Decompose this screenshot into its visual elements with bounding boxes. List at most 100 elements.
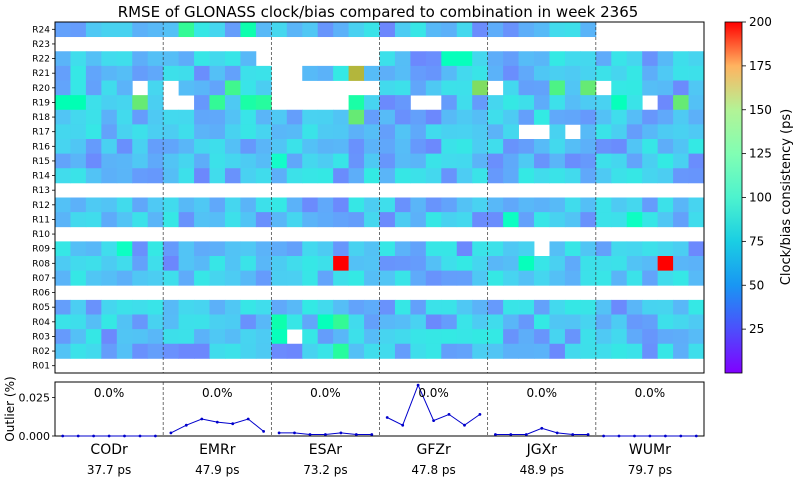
heatmap-cell [564, 95, 581, 111]
outlier-point [169, 431, 173, 435]
heatmap-cell [70, 124, 87, 140]
satellite-label: R01 [32, 362, 50, 372]
heatmap-cell [688, 343, 705, 359]
heatmap-cell [425, 51, 442, 67]
heatmap-cell [673, 212, 689, 228]
satellite-label: R08 [32, 259, 50, 269]
colorbar-tick-label: 175 [749, 59, 772, 73]
heatmap-cell [394, 139, 411, 155]
heatmap-cell [580, 197, 597, 213]
heatmap-cell [549, 270, 566, 286]
heatmap-cell [487, 22, 504, 38]
heatmap-cell [209, 241, 226, 257]
heatmap-cell [410, 212, 427, 228]
heatmap-cell [271, 256, 288, 272]
heatmap-cell [209, 212, 226, 228]
heatmap-cell [503, 168, 519, 184]
heatmap-cell [425, 22, 442, 38]
heatmap-cell [333, 299, 349, 315]
heatmap-cell [255, 270, 272, 286]
heatmap-cell [240, 168, 257, 184]
heatmap-cell [394, 329, 411, 345]
heatmap-cell [534, 95, 550, 111]
heatmap-cell [394, 314, 411, 330]
heatmap-cell [657, 256, 674, 272]
heatmap-cell [379, 168, 396, 184]
heatmap-cell [178, 124, 195, 140]
heatmap-cell [101, 343, 118, 359]
heatmap-cell [487, 139, 504, 155]
heatmap-cell [534, 256, 550, 272]
heatmap-cell [240, 241, 257, 257]
heatmap-cell [595, 65, 612, 81]
heatmap-cell [194, 270, 210, 286]
center-dividers [162, 22, 597, 373]
outlier-point [617, 434, 621, 438]
heatmap-cell [333, 329, 349, 345]
heatmap-cell [85, 197, 102, 213]
heatmap-cell [487, 65, 504, 81]
heatmap-cell [364, 109, 380, 125]
heatmap-cell [564, 212, 581, 228]
heatmap-cell [255, 153, 272, 169]
heatmap-cell [394, 343, 411, 359]
heatmap-cell [85, 139, 102, 155]
heatmap-cell [55, 314, 71, 330]
outlier-point [76, 434, 80, 438]
heatmap-cell [503, 256, 519, 272]
outlier-percent-label: 0.0% [418, 386, 449, 400]
heatmap-cell [302, 197, 319, 213]
heatmap-cell [240, 153, 257, 169]
heatmap-cell [518, 343, 535, 359]
heatmap-cell [178, 22, 195, 38]
heatmap-cell [85, 241, 102, 257]
heatmap-cell [518, 270, 535, 286]
heatmap-cell [194, 51, 210, 67]
heatmap-cell [85, 212, 102, 228]
heatmap-cell [101, 299, 118, 315]
heatmap-cell [348, 197, 365, 213]
heatmap-cell [116, 153, 133, 169]
heatmap-cell [255, 212, 272, 228]
outlier-point [246, 417, 250, 421]
heatmap-cell [394, 197, 411, 213]
heatmap-cell [70, 95, 87, 111]
heatmap-cell [394, 95, 411, 111]
satellite-label: R12 [32, 201, 50, 211]
heatmap-cell [503, 51, 519, 67]
heatmap-cell [116, 124, 133, 140]
outlier-point [602, 434, 605, 438]
heatmap-cell [456, 65, 473, 81]
heatmap-cell [456, 314, 473, 330]
heatmap-cell [534, 197, 550, 213]
heatmap-cell [611, 51, 628, 67]
heatmap-cell [688, 270, 705, 286]
heatmap-cell [626, 197, 643, 213]
heatmap-cell [503, 80, 519, 96]
satellite-label: R04 [32, 318, 50, 328]
heatmap-cell [101, 139, 118, 155]
heatmap-cell [85, 153, 102, 169]
heatmap-cell [626, 270, 643, 286]
heatmap-cell [441, 212, 458, 228]
heatmap-cell [271, 197, 288, 213]
satellite-label: R07 [32, 274, 50, 284]
heatmap-cell [286, 109, 303, 125]
center-name: CODr [90, 442, 128, 458]
heatmap-cell [611, 299, 628, 315]
heatmap-cell [410, 299, 427, 315]
heatmap-cell [425, 109, 442, 125]
heatmap-cell [271, 314, 288, 330]
heatmap-cell [70, 314, 87, 330]
heatmap-cell [70, 80, 87, 96]
heatmap-cell [534, 153, 550, 169]
heatmap-cell [302, 314, 319, 330]
heatmap-cell [595, 241, 612, 257]
heatmap-cell [101, 256, 118, 272]
heatmap-cell [271, 212, 288, 228]
heatmap-cell [132, 51, 149, 67]
heatmap-cell [394, 299, 411, 315]
heatmap-cell [456, 139, 473, 155]
heatmap-cell [55, 109, 71, 125]
heatmap-cell [580, 95, 597, 111]
